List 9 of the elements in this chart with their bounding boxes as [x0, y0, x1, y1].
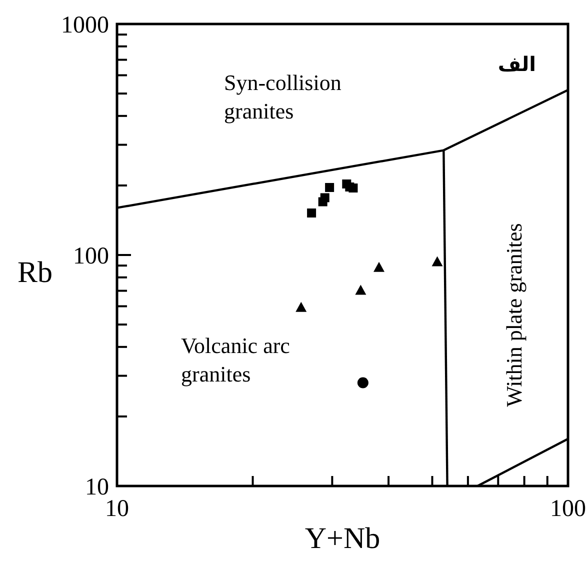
x-axis-title: Y+Nb — [304, 522, 380, 555]
annotation: Volcanic arc granites — [181, 333, 290, 387]
y-tick-label: 1000 — [61, 12, 109, 38]
annotation: الف — [498, 52, 536, 76]
y-tick-label: 100 — [73, 243, 109, 270]
annotation: Syn-collision granites — [224, 70, 342, 124]
annotation: Within plate granites — [502, 223, 527, 407]
y-tick-label: 10 — [85, 474, 109, 500]
y-axis-title: Rb — [17, 256, 53, 289]
